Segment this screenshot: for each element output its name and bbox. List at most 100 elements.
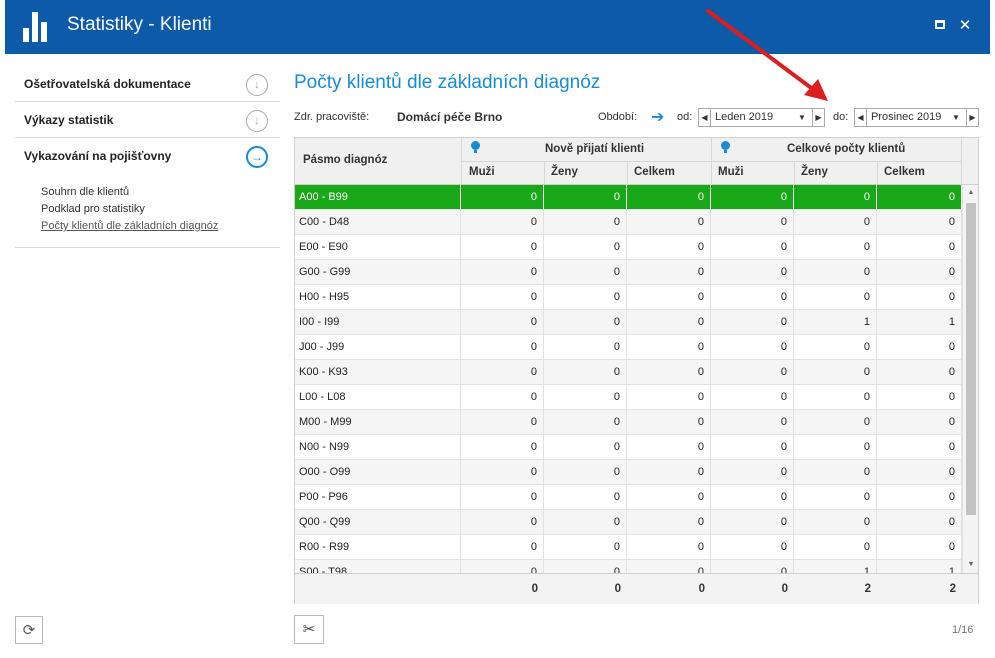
value-cell: 0 (711, 460, 794, 484)
col-header-women[interactable]: Ženy (551, 166, 578, 178)
table-row[interactable]: K00 - K93 0 0 0 0 0 0 (295, 360, 962, 385)
page-title: Počty klientů dle základních diagnóz (294, 72, 601, 93)
diagnosis-range-cell: S00 - T98 (295, 560, 461, 573)
value-cell: 0 (711, 510, 794, 534)
value-cell: 0 (627, 235, 711, 259)
value-cell: 0 (627, 385, 711, 409)
diagnosis-range-cell: R00 - R99 (295, 535, 461, 559)
scroll-down-icon[interactable]: ▼ (967, 561, 975, 568)
sidebar-item-label: Výkazy statistik (24, 113, 114, 127)
period-label: Období: (598, 111, 638, 123)
col-header-men[interactable]: Muži (718, 166, 744, 178)
vertical-scrollbar[interactable]: ▲ ▼ (962, 185, 978, 573)
scroll-up-icon[interactable]: ▲ (967, 189, 975, 196)
value-cell: 0 (461, 360, 544, 384)
col-header-total[interactable]: Celkem (884, 166, 925, 178)
prev-month-icon[interactable]: ◀ (699, 109, 711, 126)
maximize-icon[interactable] (931, 16, 949, 34)
value-cell: 0 (794, 460, 877, 484)
value-cell: 0 (544, 210, 627, 234)
diagnosis-range-cell: K00 - K93 (295, 360, 461, 384)
sidebar-item-label: Ošetřovatelská dokumentace (24, 77, 191, 91)
table-row[interactable]: H00 - H95 0 0 0 0 0 0 (295, 285, 962, 310)
table-row[interactable]: E00 - E90 0 0 0 0 0 0 (295, 235, 962, 260)
arrow-right-circle-icon[interactable]: → (246, 146, 268, 168)
subitem-client-summary[interactable]: Souhrn dle klientů (41, 186, 130, 198)
next-month-icon[interactable]: ▶ (812, 109, 824, 126)
table-totals-row: 0 0 0 0 2 2 (295, 573, 978, 604)
chevron-down-circle-icon[interactable]: ↓ (246, 110, 268, 132)
table-row[interactable]: M00 - M99 0 0 0 0 0 0 (295, 410, 962, 435)
chevron-down-circle-icon[interactable]: ↓ (246, 74, 268, 96)
col-range-header[interactable]: Pásmo diagnóz (303, 154, 388, 166)
refresh-button[interactable]: ⟳ (15, 616, 43, 644)
table-row[interactable]: R00 - R99 0 0 0 0 0 0 (295, 535, 962, 560)
value-cell: 0 (877, 185, 962, 209)
value-cell: 0 (461, 410, 544, 434)
value-cell: 0 (711, 535, 794, 559)
value-cell: 0 (544, 310, 627, 334)
prev-month-icon[interactable]: ◀ (855, 109, 867, 126)
sidebar-item-nursing-docs[interactable]: Ošetřovatelská dokumentace ↓ (15, 66, 280, 102)
table-row[interactable]: O00 - O99 0 0 0 0 0 0 (295, 460, 962, 485)
table-row[interactable]: C00 - D48 0 0 0 0 0 0 (295, 210, 962, 235)
to-period-select[interactable]: ◀ Prosinec 2019 ▼ ▶ (854, 108, 979, 127)
dropdown-arrow-icon[interactable]: ▼ (952, 113, 960, 122)
diagnosis-table: Pásmo diagnóz Nově přijatí klienti Celko… (294, 137, 979, 604)
tools-button[interactable]: ✂ (294, 615, 324, 644)
from-value: Leden 2019 (715, 111, 774, 123)
col-group-new-clients: Nově přijatí klienti (545, 143, 645, 155)
value-cell: 0 (794, 260, 877, 284)
sidebar-item-insurance-reporting[interactable]: Vykazování na pojišťovny → (15, 138, 280, 174)
value-cell: 0 (794, 285, 877, 309)
value-cell: 0 (877, 385, 962, 409)
value-cell: 0 (877, 535, 962, 559)
table-row[interactable]: A00 - B99 0 0 0 0 0 0 (295, 185, 962, 210)
table-row[interactable]: I00 - I99 0 0 0 0 1 1 (295, 310, 962, 335)
next-month-icon[interactable]: ▶ (966, 109, 978, 126)
table-row[interactable]: J00 - J99 0 0 0 0 0 0 (295, 335, 962, 360)
value-cell: 0 (877, 485, 962, 509)
from-period-select[interactable]: ◀ Leden 2019 ▼ ▶ (698, 108, 825, 127)
to-value: Prosinec 2019 (871, 111, 942, 123)
dropdown-arrow-icon[interactable]: ▼ (798, 113, 806, 122)
table-row[interactable]: S00 - T98 0 0 0 0 1 1 (295, 560, 962, 573)
value-cell: 0 (544, 460, 627, 484)
value-cell: 0 (627, 285, 711, 309)
close-icon[interactable]: ✕ (958, 16, 972, 34)
value-cell: 0 (461, 560, 544, 573)
value-cell: 0 (544, 235, 627, 259)
total-cell: 0 (781, 583, 788, 595)
col-header-total[interactable]: Celkem (634, 166, 675, 178)
value-cell: 0 (544, 435, 627, 459)
value-cell: 0 (461, 460, 544, 484)
table-row[interactable]: G00 - G99 0 0 0 0 0 0 (295, 260, 962, 285)
value-cell: 0 (627, 410, 711, 434)
diagnosis-range-cell: Q00 - Q99 (295, 510, 461, 534)
table-row[interactable]: L00 - L08 0 0 0 0 0 0 (295, 385, 962, 410)
value-cell: 0 (711, 560, 794, 573)
subitem-diagnosis-counts[interactable]: Počty klientů dle základních diagnóz (41, 220, 219, 232)
col-header-women[interactable]: Ženy (801, 166, 828, 178)
value-cell: 0 (794, 385, 877, 409)
value-cell: 0 (461, 510, 544, 534)
table-row[interactable]: Q00 - Q99 0 0 0 0 0 0 (295, 510, 962, 535)
table-row[interactable]: P00 - P96 0 0 0 0 0 0 (295, 485, 962, 510)
table-row[interactable]: N00 - N99 0 0 0 0 0 0 (295, 435, 962, 460)
value-cell: 0 (877, 410, 962, 434)
value-cell: 0 (711, 285, 794, 309)
value-cell: 0 (544, 285, 627, 309)
diagnosis-range-cell: G00 - G99 (295, 260, 461, 284)
subitem-statistics-basis[interactable]: Podklad pro statistiky (41, 203, 145, 215)
value-cell: 0 (711, 410, 794, 434)
diagnosis-range-cell: A00 - B99 (295, 185, 461, 209)
value-cell: 1 (877, 560, 962, 573)
value-cell: 0 (711, 435, 794, 459)
value-cell: 0 (627, 560, 711, 573)
value-cell: 0 (877, 460, 962, 484)
scroll-thumb[interactable] (966, 203, 976, 515)
sidebar-item-statistics-reports[interactable]: Výkazy statistik ↓ (15, 102, 280, 138)
workplace-value: Domácí péče Brno (397, 110, 503, 124)
value-cell: 0 (461, 210, 544, 234)
col-header-men[interactable]: Muži (469, 166, 495, 178)
